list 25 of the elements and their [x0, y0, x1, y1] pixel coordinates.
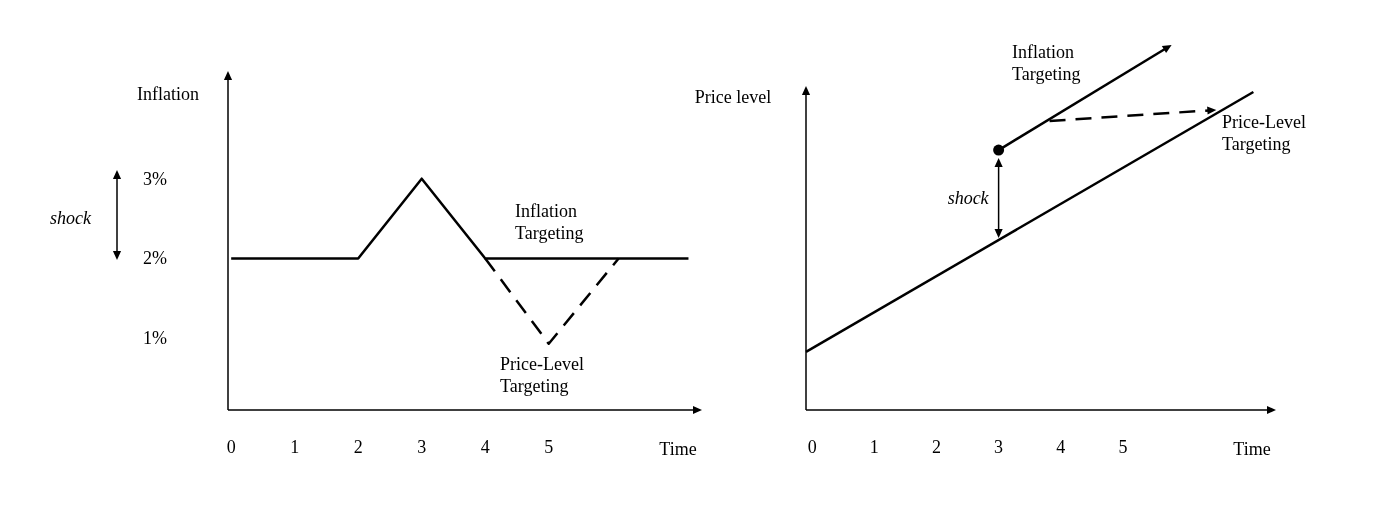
x-tick-label: 0 — [807, 437, 817, 457]
text: shock — [50, 208, 92, 228]
series-label: Price-Level Targeting — [500, 354, 584, 396]
series-label: Inflation Targeting — [1012, 42, 1081, 84]
x-tick-label: 3 — [994, 437, 1004, 457]
x-tick-label: 1 — [869, 437, 879, 457]
x-tick-label: 4 — [480, 437, 490, 457]
x-axis-title: Time — [1233, 439, 1271, 459]
x-axis-title: Time — [659, 439, 697, 459]
y-tick-label: 3% — [143, 168, 167, 189]
x-tick-label: 0 — [226, 437, 236, 457]
x-tick-label: 1 — [290, 437, 300, 457]
y-tick-label: 2% — [143, 248, 167, 269]
annotation: shock — [947, 188, 990, 209]
x-tick-label: 2 — [931, 437, 941, 457]
y-tick-label: 1% — [143, 328, 167, 349]
y-axis-title: Inflation — [137, 84, 199, 104]
x-tick-label: 4 — [1056, 437, 1066, 457]
series-label: Inflation Targeting — [515, 201, 584, 243]
x-tick-label: 5 — [1118, 437, 1128, 457]
x-tick-label: 2 — [353, 437, 363, 457]
series-label: Price-Level Targeting — [1222, 112, 1306, 154]
x-tick-label: 3 — [417, 437, 427, 457]
y-axis-title: Price level — [694, 87, 772, 107]
x-tick-label: 5 — [544, 437, 554, 457]
